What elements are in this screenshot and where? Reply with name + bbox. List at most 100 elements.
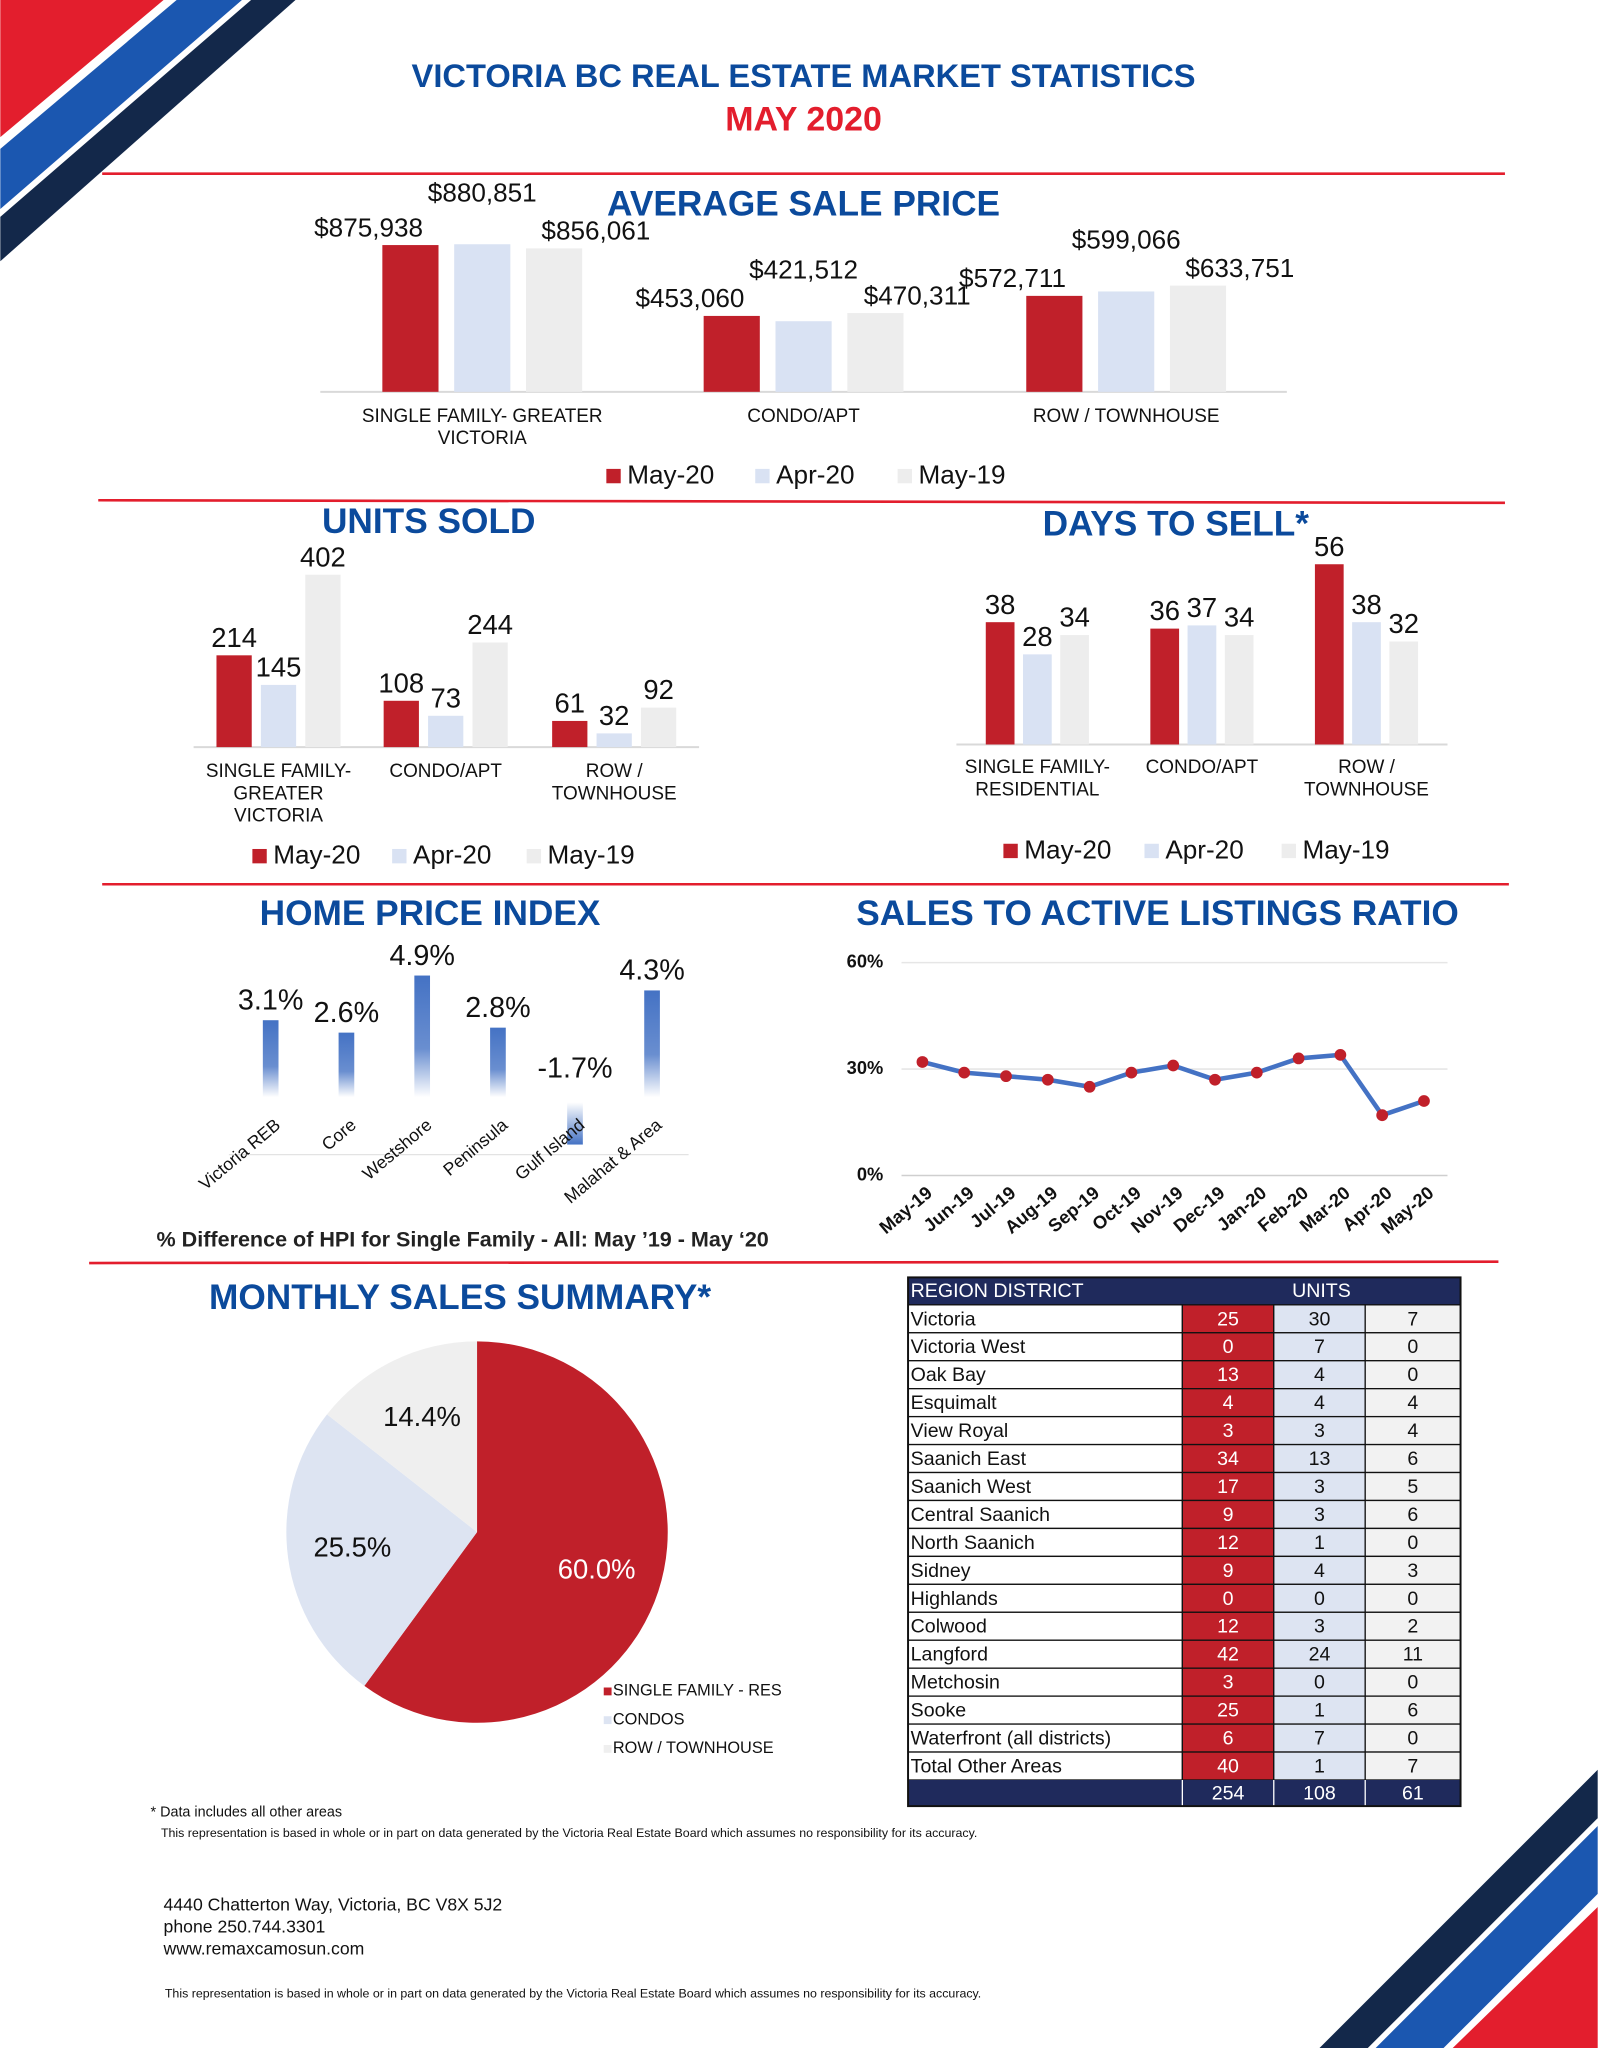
section-title: UNITS SOLD xyxy=(322,502,535,541)
table-cell xyxy=(1181,1583,1275,1613)
table-cell xyxy=(1181,1304,1275,1334)
bar xyxy=(1023,654,1052,745)
data-label: 34 xyxy=(1059,602,1089,633)
bar xyxy=(490,1027,506,1098)
x-tick-label: Core xyxy=(318,1114,360,1154)
table-cell xyxy=(1181,1527,1275,1558)
table-number: 4 xyxy=(1223,1392,1234,1414)
data-label: 56 xyxy=(1314,531,1344,562)
table-header-bg xyxy=(908,1277,1461,1305)
table-cell xyxy=(1273,1304,1366,1334)
table-number: 12 xyxy=(1217,1532,1239,1554)
table-number: 3 xyxy=(1223,1672,1234,1694)
data-label: $572,711 xyxy=(959,263,1066,293)
table-region: Central Saanich xyxy=(911,1504,1050,1526)
legend-label: May-19 xyxy=(919,460,1006,490)
table-number: 7 xyxy=(1407,1755,1418,1777)
table-number: 0 xyxy=(1407,1532,1418,1554)
table-cell xyxy=(1364,1332,1462,1362)
table-number: 5 xyxy=(1407,1476,1418,1498)
table-number: 6 xyxy=(1407,1700,1418,1722)
table-region: Saanich West xyxy=(911,1476,1032,1498)
table-total: 61 xyxy=(1402,1783,1424,1805)
table-number: 9 xyxy=(1223,1560,1234,1582)
x-tick-label: Westshore xyxy=(358,1114,435,1183)
legend-label: Apr-20 xyxy=(413,840,491,870)
bar xyxy=(526,248,583,392)
table-number: 13 xyxy=(1309,1448,1331,1470)
marker xyxy=(1083,1080,1096,1093)
data-label: $856,061 xyxy=(541,216,650,246)
bar xyxy=(1389,641,1419,745)
bar xyxy=(567,1102,583,1145)
bar xyxy=(1314,564,1344,745)
section-title: AVERAGE SALE PRICE xyxy=(607,185,1000,224)
bar xyxy=(454,244,511,392)
legend-swatch xyxy=(755,468,770,484)
data-label: $421,512 xyxy=(749,254,858,284)
marker xyxy=(1041,1073,1054,1086)
table-number: 3 xyxy=(1314,1476,1325,1498)
corner-bottom-right xyxy=(1319,1769,1598,2048)
data-label: 37 xyxy=(1187,592,1217,623)
data-label: $875,938 xyxy=(314,212,423,242)
bar xyxy=(1150,628,1180,745)
chart-subtitle: % Difference of HPI for Single Family - … xyxy=(157,1227,769,1252)
x-tick-label: CONDO/APT xyxy=(1145,757,1259,779)
table-number: 2 xyxy=(1407,1616,1418,1638)
x-tick-label: ROW / TOWNHOUSE xyxy=(1032,406,1220,428)
table-region: Highlands xyxy=(911,1588,998,1610)
bar xyxy=(260,684,297,748)
y-tick-label: 30% xyxy=(847,1057,884,1078)
table-total: 254 xyxy=(1212,1783,1245,1805)
legend-swatch xyxy=(1144,843,1159,859)
table-number: 0 xyxy=(1314,1588,1325,1610)
table-number: 3 xyxy=(1223,1420,1234,1442)
x-tick-label: ROW / TOWNHOUSE xyxy=(551,761,677,805)
legend-label: ROW / TOWNHOUSE xyxy=(613,1739,774,1757)
table-region: Sidney xyxy=(911,1560,971,1582)
legend-label: CONDOS xyxy=(613,1710,685,1728)
table-number: 25 xyxy=(1217,1308,1239,1330)
table-number: 30 xyxy=(1309,1308,1331,1330)
x-tick-label: CONDO/APT xyxy=(747,406,860,428)
data-label: 108 xyxy=(378,667,424,698)
bar xyxy=(216,655,252,748)
footnote: * Data includes all other areas xyxy=(151,1805,343,1821)
table-region: Waterfront (all districts) xyxy=(911,1728,1112,1750)
bar xyxy=(338,1032,355,1098)
table-cell xyxy=(907,1723,1183,1753)
table-cell xyxy=(1273,1583,1366,1613)
table-number: 1 xyxy=(1314,1532,1325,1554)
x-tick-label: Gulf Island xyxy=(511,1115,588,1184)
x-tick-label: Peninsula xyxy=(439,1114,511,1179)
bar xyxy=(596,733,632,748)
bar xyxy=(1169,285,1227,392)
phone: phone 250.744.3301 xyxy=(164,1916,326,1936)
table-number: 0 xyxy=(1407,1672,1418,1694)
corner-top-left xyxy=(0,0,296,262)
marker xyxy=(1000,1070,1012,1083)
pie-slice xyxy=(286,1414,478,1686)
category-label-box: SINGLE FAMILY- GREATER VICTORIA xyxy=(206,761,351,826)
data-label: 402 xyxy=(300,541,346,572)
table-number: 4 xyxy=(1314,1364,1325,1386)
table-cell xyxy=(1364,1527,1462,1558)
legend-label: May-19 xyxy=(548,840,635,870)
data-label: 38 xyxy=(1351,589,1381,620)
table-cell xyxy=(1364,1415,1462,1446)
bar xyxy=(644,990,660,1098)
bar xyxy=(428,715,464,748)
data-label: $633,751 xyxy=(1185,253,1294,283)
section-title: DAYS TO SELL* xyxy=(1043,505,1310,544)
table-number: 17 xyxy=(1217,1476,1239,1498)
data-label: 3.1% xyxy=(238,985,303,1017)
table-number: 0 xyxy=(1407,1364,1418,1386)
table-number: 7 xyxy=(1314,1728,1325,1750)
bar xyxy=(382,245,439,392)
table-number: 4 xyxy=(1407,1392,1418,1414)
table-number: 3 xyxy=(1314,1616,1325,1638)
table-total-bg xyxy=(908,1779,1461,1807)
